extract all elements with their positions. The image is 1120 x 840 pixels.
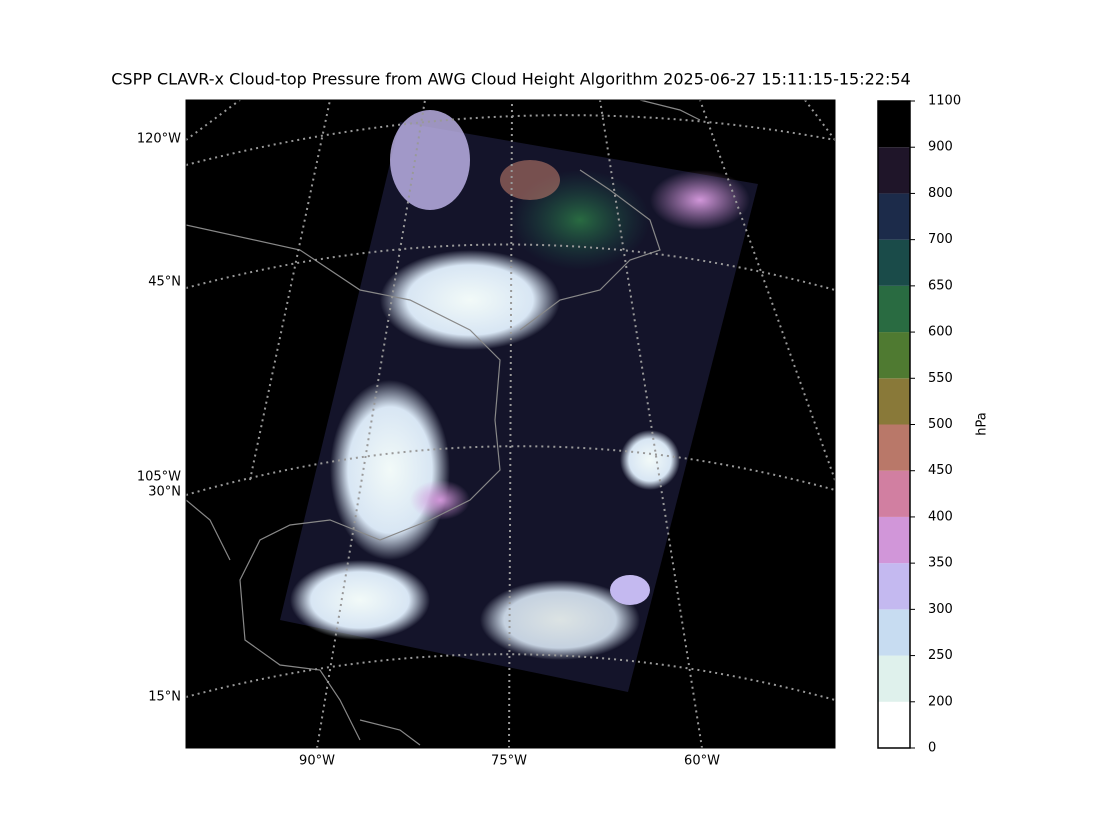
cloud-field bbox=[290, 110, 750, 660]
colorbar-tick-label: 250 bbox=[928, 648, 953, 663]
colorbar-segment bbox=[878, 378, 910, 425]
colorbar-tick-label: 400 bbox=[928, 509, 953, 524]
lon-label: 75°W bbox=[491, 754, 527, 769]
lat-lon-label: 45°N bbox=[148, 275, 181, 290]
colorbar-segment bbox=[878, 239, 910, 286]
colorbar-tick-label: 500 bbox=[928, 417, 953, 432]
lat-lon-label: 105°W bbox=[137, 470, 181, 485]
colorbar-tick-label: 1100 bbox=[928, 94, 961, 109]
latlon-labels: 120°W 45°N 105°W30°N 15°N 90°W 75°W 60°W bbox=[137, 132, 720, 769]
colorbar: 0 200 250 300 350 400 450 500 550 600 650 700 800 900… bbox=[877, 94, 961, 756]
colorbar-segment bbox=[878, 285, 910, 333]
colorbar-label: hPa bbox=[975, 412, 990, 435]
colorbar-tick-label: 350 bbox=[928, 556, 953, 571]
colorbar-tick-label: 700 bbox=[928, 232, 953, 247]
map-area bbox=[186, 100, 835, 748]
colorbar-tick-label: 550 bbox=[928, 371, 953, 386]
lon-label: 90°W bbox=[299, 754, 335, 769]
colorbar-segment bbox=[878, 609, 910, 656]
lon-label: 60°W bbox=[684, 754, 720, 769]
lat-lon-label: 15°N bbox=[148, 690, 181, 705]
colorbar-segment bbox=[878, 193, 910, 240]
colorbar-tick-label: 900 bbox=[928, 140, 953, 155]
colorbar-segment bbox=[878, 516, 910, 564]
map-frame bbox=[185, 99, 836, 749]
colorbar-tick-label: 650 bbox=[928, 278, 953, 293]
graticule bbox=[186, 100, 835, 748]
colorbar-segment bbox=[878, 147, 910, 194]
lat-lon-label: 120°W bbox=[137, 132, 181, 147]
colorbar-tick-label: 800 bbox=[928, 186, 953, 201]
colorbar-segment bbox=[878, 701, 910, 748]
lat-lon-label: 30°N bbox=[148, 485, 181, 500]
colorbar-segment bbox=[878, 655, 910, 702]
colorbar-tick-label: 0 bbox=[928, 741, 936, 756]
colorbar-segment bbox=[878, 470, 910, 517]
coastlines bbox=[186, 100, 701, 746]
colorbar-segment bbox=[878, 424, 910, 471]
colorbar-tick-label: 600 bbox=[928, 325, 953, 340]
colorbar-tick-label: 200 bbox=[928, 694, 953, 709]
colorbar-segment bbox=[878, 101, 910, 148]
chart-title: CSPP CLAVR-x Cloud-top Pressure from AWG… bbox=[111, 70, 910, 89]
colorbar-tick-label: 450 bbox=[928, 463, 953, 478]
colorbar-segment bbox=[878, 563, 910, 610]
colorbar-tick-label: 300 bbox=[928, 602, 953, 617]
colorbar-segment bbox=[878, 332, 910, 379]
